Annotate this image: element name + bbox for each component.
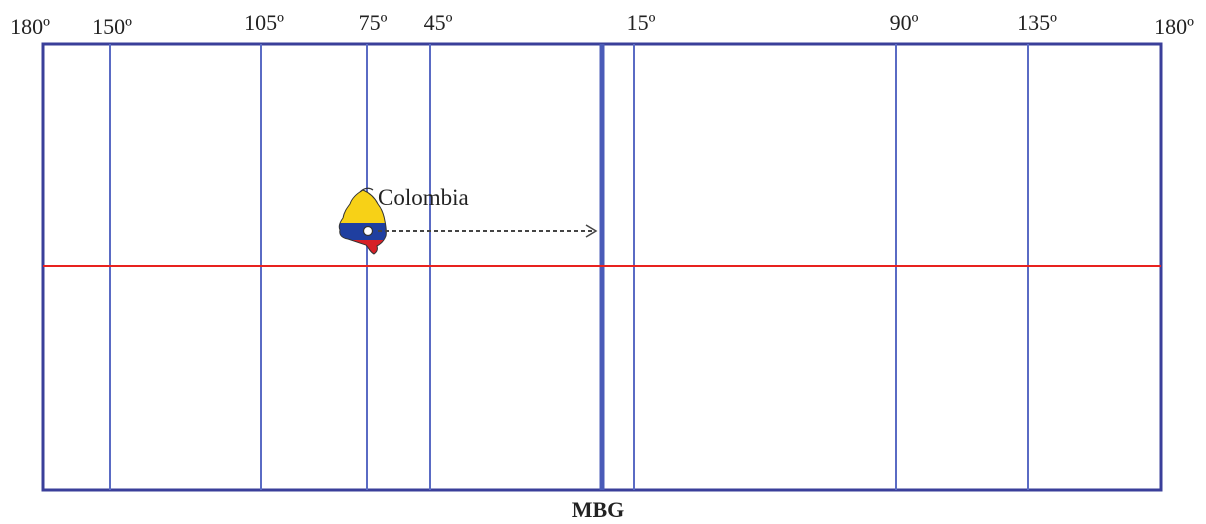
longitude-label-135: 135º bbox=[1017, 10, 1057, 35]
longitude-label-45: 45º bbox=[424, 10, 453, 35]
meridian-label: MBG bbox=[572, 497, 625, 522]
longitude-label-150: 150º bbox=[92, 14, 132, 39]
arrow-head-icon bbox=[585, 224, 598, 238]
longitude-label-15: 15º bbox=[627, 10, 656, 35]
location-marker-icon bbox=[362, 225, 374, 237]
longitude-label-105: 105º bbox=[244, 10, 284, 35]
longitude-label-75: 75º bbox=[359, 10, 388, 35]
longitude-label-180-left: 180º bbox=[10, 14, 50, 39]
country-label: Colombia bbox=[378, 185, 469, 210]
longitude-label-180-right: 180º bbox=[1154, 14, 1194, 39]
longitude-label-90: 90º bbox=[890, 10, 919, 35]
